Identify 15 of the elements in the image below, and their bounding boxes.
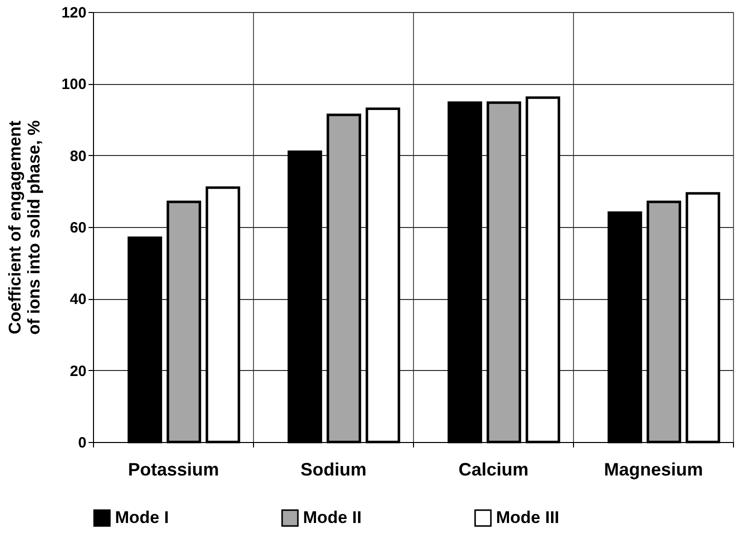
x-tick-label: Calcium — [458, 460, 529, 480]
y-tick-label: 40 — [70, 291, 86, 308]
x-tick-label: Potassium — [128, 460, 220, 480]
x-tick-label: Sodium — [300, 460, 366, 480]
y-tick-label: 20 — [70, 362, 86, 380]
legend-label: Mode II — [303, 508, 362, 528]
x-tick-label: Magnesium — [604, 460, 704, 480]
y-axis-title: Coefficient of engagement of ions into solid phase, % — [5, 120, 44, 335]
y-tick-label: 80 — [70, 148, 86, 165]
y-tick-label: 60 — [70, 220, 86, 236]
y-tick-label: 0 — [78, 434, 86, 452]
y-tick-label: 100 — [61, 76, 86, 94]
y-tick-label: 120 — [61, 4, 86, 22]
legend-label: Mode I — [115, 508, 169, 528]
legend-label: Mode III — [496, 508, 560, 528]
